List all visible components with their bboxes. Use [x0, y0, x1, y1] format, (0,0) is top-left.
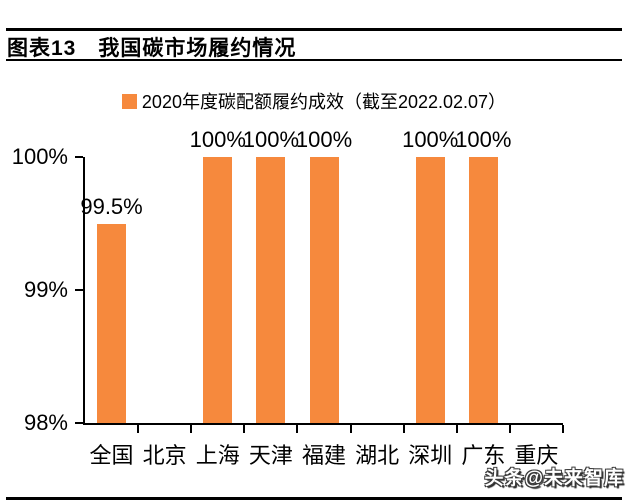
y-axis-tick	[75, 422, 83, 424]
x-axis-label-湖北: 湖北	[355, 443, 400, 468]
value-label-上海: 100%	[189, 127, 246, 152]
bar-上海	[203, 157, 233, 423]
x-axis-label-北京: 北京	[142, 443, 187, 468]
x-axis-label-上海: 上海	[195, 443, 240, 468]
x-axis-label-全国: 全国	[89, 443, 134, 468]
x-axis-tick	[402, 425, 405, 433]
header-bottom-rule	[6, 59, 622, 61]
x-axis-label-重庆: 重庆	[514, 443, 559, 468]
bar-广东	[468, 157, 498, 423]
y-axis-tick	[75, 156, 83, 158]
x-axis-line	[83, 423, 563, 425]
y-axis-label: 100%	[11, 144, 68, 169]
y-axis-label: 98%	[23, 410, 68, 435]
value-label-天津: 100%	[242, 127, 300, 152]
y-axis-line	[83, 157, 85, 425]
value-label-深圳: 100%	[402, 127, 459, 152]
bottom-rule	[6, 497, 622, 500]
legend-label: 2020年度碳配额履约成效（截至2022.02.07）	[141, 92, 507, 112]
x-axis-tick	[349, 425, 352, 433]
bar-福建	[309, 157, 339, 423]
x-axis-tick	[296, 425, 299, 433]
x-axis-label-福建: 福建	[301, 443, 346, 468]
watermark: 头条@未来智库	[484, 468, 624, 489]
bar-全国	[97, 223, 127, 423]
y-axis-tick	[75, 289, 83, 291]
x-axis-tick	[562, 425, 564, 433]
figure-label: 图表13	[7, 37, 77, 60]
x-axis-tick	[508, 425, 511, 433]
x-axis-tick	[137, 425, 140, 433]
y-axis-label: 99%	[23, 277, 68, 302]
value-label-福建: 100%	[295, 127, 353, 152]
figure-header: 图表13 我国碳市场履约情况	[7, 32, 296, 62]
x-axis-label-天津: 天津	[248, 443, 293, 468]
bar-深圳	[415, 157, 445, 423]
x-axis-label-广东: 广东	[461, 443, 506, 468]
legend-swatch	[121, 93, 137, 109]
x-axis-tick	[243, 425, 246, 433]
x-axis-label-深圳: 深圳	[408, 443, 453, 468]
chart-legend: 2020年度碳配额履约成效（截至2022.02.07）	[0, 88, 628, 114]
value-label-全国: 99.5%	[80, 193, 143, 219]
x-axis-tick	[455, 425, 458, 433]
figure-title: 我国碳市场履约情况	[98, 37, 297, 60]
x-axis-tick	[190, 425, 193, 433]
header-top-rule	[6, 28, 622, 31]
bar-天津	[256, 157, 286, 423]
value-label-广东: 100%	[455, 127, 512, 152]
